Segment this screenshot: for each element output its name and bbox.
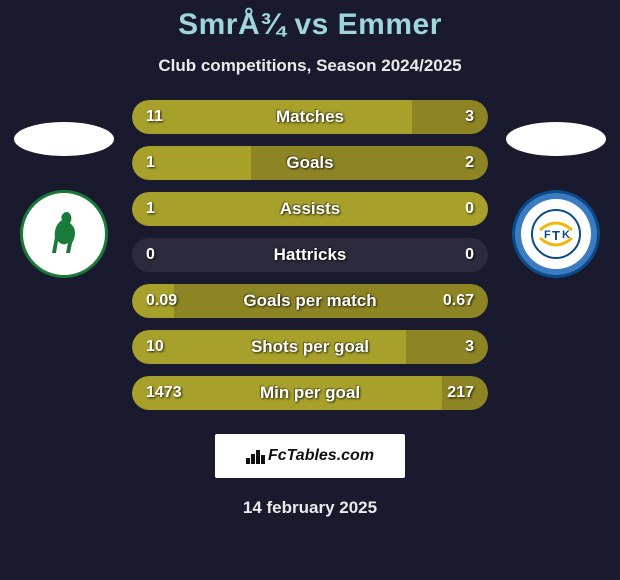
fk-teplice-icon: F K T <box>530 208 582 260</box>
stats-column: 113Matches 12Goals 10Assists 00Hattricks 0.0… <box>132 100 488 410</box>
stat-label: Hattricks <box>132 238 488 272</box>
club-badge-left <box>20 190 108 278</box>
svg-text:K: K <box>562 229 570 241</box>
stat-label: Matches <box>132 100 488 134</box>
stat-row: 103Shots per goal <box>132 330 488 364</box>
date-line: 14 february 2025 <box>243 498 377 518</box>
club-badge-right-inner: F K T <box>521 199 591 269</box>
stat-row: 00Hattricks <box>132 238 488 272</box>
fctables-logo: FcTables.com <box>215 434 405 478</box>
page-title: SmrÅ¾ vs Emmer <box>178 8 442 42</box>
comparison-panel: 113Matches 12Goals 10Assists 00Hattricks 0.0… <box>0 100 620 410</box>
stat-label: Min per goal <box>132 376 488 410</box>
player-left-column <box>4 100 124 278</box>
club-badge-right: F K T <box>512 190 600 278</box>
stat-row: 12Goals <box>132 146 488 180</box>
svg-text:F: F <box>544 229 551 241</box>
player-right-column: F K T <box>496 100 616 278</box>
player-right-avatar-placeholder <box>506 122 606 156</box>
page-subtitle: Club competitions, Season 2024/2025 <box>158 56 461 76</box>
stat-label: Assists <box>132 192 488 226</box>
logo-label: FcTables.com <box>268 447 374 465</box>
stat-row: 10Assists <box>132 192 488 226</box>
fctables-logo-text: FcTables.com <box>246 447 374 465</box>
stat-label: Goals <box>132 146 488 180</box>
stat-label: Shots per goal <box>132 330 488 364</box>
stat-row: 1473217Min per goal <box>132 376 488 410</box>
stat-row: 113Matches <box>132 100 488 134</box>
stat-label: Goals per match <box>132 284 488 318</box>
bar-chart-icon <box>246 448 264 464</box>
player-left-avatar-placeholder <box>14 122 114 156</box>
stat-row: 0.090.67Goals per match <box>132 284 488 318</box>
svg-text:T: T <box>552 228 560 243</box>
club-badge-left-inner <box>29 199 99 269</box>
kangaroo-icon <box>46 209 82 259</box>
